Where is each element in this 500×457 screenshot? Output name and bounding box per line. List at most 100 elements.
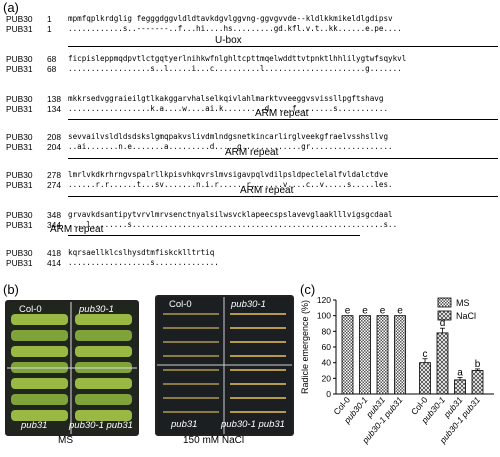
panel-label-a: (a) — [3, 0, 19, 15]
ms-plate: Col-0 pub30-1 pub31 pub30-1 pub31 — [5, 300, 139, 436]
domain-line — [68, 158, 498, 159]
significance-letter: e — [397, 306, 403, 317]
domain-label: ARM repeat — [255, 108, 309, 119]
seedling-row — [75, 378, 132, 389]
alignment-seq-name: PUB30 — [6, 94, 33, 104]
domain-label: ARM repeat — [225, 147, 279, 158]
ms-label-double: pub30-1 pub31 — [69, 420, 133, 431]
seed-row — [230, 369, 286, 371]
alignment-seq-residues: ..................s.............. — [68, 258, 219, 267]
bar — [341, 315, 354, 395]
alignment-seq-name: PUB31 — [6, 258, 33, 268]
significance-letter: e — [345, 306, 351, 317]
significance-letter: a — [457, 368, 463, 379]
alignment-seq-start: 278 — [47, 170, 61, 180]
alignment-seq-residues: ....l........s..........................… — [68, 220, 398, 229]
seed-row — [230, 341, 286, 343]
alignment-seq-start: 344 — [47, 220, 61, 230]
bar — [419, 362, 431, 395]
legend-swatch — [437, 297, 452, 308]
y-tick-label: 40 — [322, 358, 332, 368]
nacl-plate: Col-0 pub30-1 pub31 pub30-1 pub31 — [155, 295, 294, 436]
y-tick-label: 0 — [326, 389, 331, 399]
seedling-row — [11, 394, 68, 405]
alignment-seq-name: PUB30 — [6, 132, 33, 142]
seedling-row — [11, 346, 68, 357]
seed-row — [230, 397, 286, 399]
alignment-seq-start: 274 — [47, 180, 61, 190]
alignment-seq-start: 418 — [47, 248, 61, 258]
bar — [454, 379, 466, 395]
alignment-seq-name: PUB30 — [6, 170, 33, 180]
alignment-seq-residues: ..ai.......n.e.......a.........d.....g..… — [68, 142, 393, 151]
alignment-seq-start: 414 — [47, 258, 61, 268]
alignment-seq-name: PUB30 — [6, 14, 33, 24]
alignment-seq-start: 134 — [47, 104, 61, 114]
domain-line — [68, 196, 498, 197]
alignment-seq-name: PUB31 — [6, 24, 33, 34]
nacl-label-col0: Col-0 — [169, 299, 192, 310]
domain-label: ARM repeat — [50, 224, 104, 235]
domain-line — [68, 235, 360, 236]
alignment-seq-name: PUB30 — [6, 210, 33, 220]
domain-line — [68, 119, 498, 120]
bar — [376, 315, 389, 395]
nacl-caption: 150 mM NaCl — [183, 435, 245, 446]
y-axis-label: Radicle emergence (%) — [300, 300, 310, 394]
ms-label-col0: Col-0 — [19, 304, 42, 315]
ms-label-pub30: pub30-1 — [79, 304, 114, 315]
alignment-seq-residues: ............s..-------..f...hi....hs....… — [68, 24, 402, 33]
seedling-row — [11, 330, 68, 341]
alignment-seq-start: 68 — [47, 54, 57, 64]
bar — [471, 370, 484, 395]
seedling-row — [11, 314, 68, 325]
alignment-seq-residues: mkkrsedvggraieilgtlkakggarvhalselkqivlah… — [68, 94, 384, 103]
alignment-seq-name: PUB31 — [6, 64, 33, 74]
seed-row — [230, 383, 286, 385]
y-tick-label: 20 — [322, 373, 332, 383]
legend-label: NaCl — [456, 311, 476, 321]
alignment-seq-name: PUB31 — [6, 220, 33, 230]
ms-caption: MS — [58, 435, 73, 446]
alignment-seq-name: PUB30 — [6, 248, 33, 258]
domain-line — [68, 46, 498, 47]
y-tick-label: 120 — [317, 295, 331, 305]
seed-row — [230, 327, 286, 329]
alignment-seq-name: PUB31 — [6, 142, 33, 152]
bar — [359, 315, 371, 395]
significance-letter: d — [440, 318, 446, 329]
significance-letter: e — [380, 306, 386, 317]
y-tick-label: 80 — [322, 326, 332, 336]
y-tick-label: 60 — [322, 342, 332, 352]
alignment-seq-start: 208 — [47, 132, 61, 142]
seed-row — [163, 397, 219, 399]
panel-label-c: (c) — [300, 282, 316, 297]
alignment-seq-residues: mpmfqplkrdglig fegggdggvldldtavkdgvlggvn… — [68, 14, 393, 23]
significance-letter: e — [362, 306, 368, 317]
y-tick-label: 100 — [317, 311, 331, 321]
nacl-label-pub30: pub30-1 — [231, 299, 266, 310]
seed-row — [230, 411, 286, 413]
ms-label-pub31: pub31 — [21, 420, 48, 431]
seed-row — [163, 327, 219, 329]
alignment-seq-residues: lmrlvkdkrhrngvspalrllkpisvhkqvrslmvsigav… — [68, 170, 389, 179]
seed-row — [230, 313, 286, 315]
seed-row — [163, 355, 219, 357]
sequence-alignment: PUB30 1 mpmfqplkrdglig fegggdggvldldtavkdg… — [0, 14, 500, 279]
seed-row — [163, 411, 219, 413]
seed-row — [163, 369, 219, 371]
alignment-seq-start: 1 — [47, 14, 52, 24]
seedling-row — [75, 394, 132, 405]
seed-row — [230, 355, 286, 357]
nacl-label-double: pub30-1 pub31 — [221, 419, 285, 430]
domain-label: ARM repeat — [240, 185, 294, 196]
alignment-seq-start: 204 — [47, 142, 61, 152]
alignment-seq-residues: ..................s..l.....i...c........… — [68, 64, 402, 73]
alignment-seq-start: 138 — [47, 94, 61, 104]
legend-swatch — [437, 310, 452, 321]
seedling-row — [75, 410, 132, 421]
alignment-seq-residues: ..................k.a....w....ai.k......… — [68, 104, 389, 113]
alignment-seq-name: PUB31 — [6, 104, 33, 114]
bar — [436, 332, 449, 395]
